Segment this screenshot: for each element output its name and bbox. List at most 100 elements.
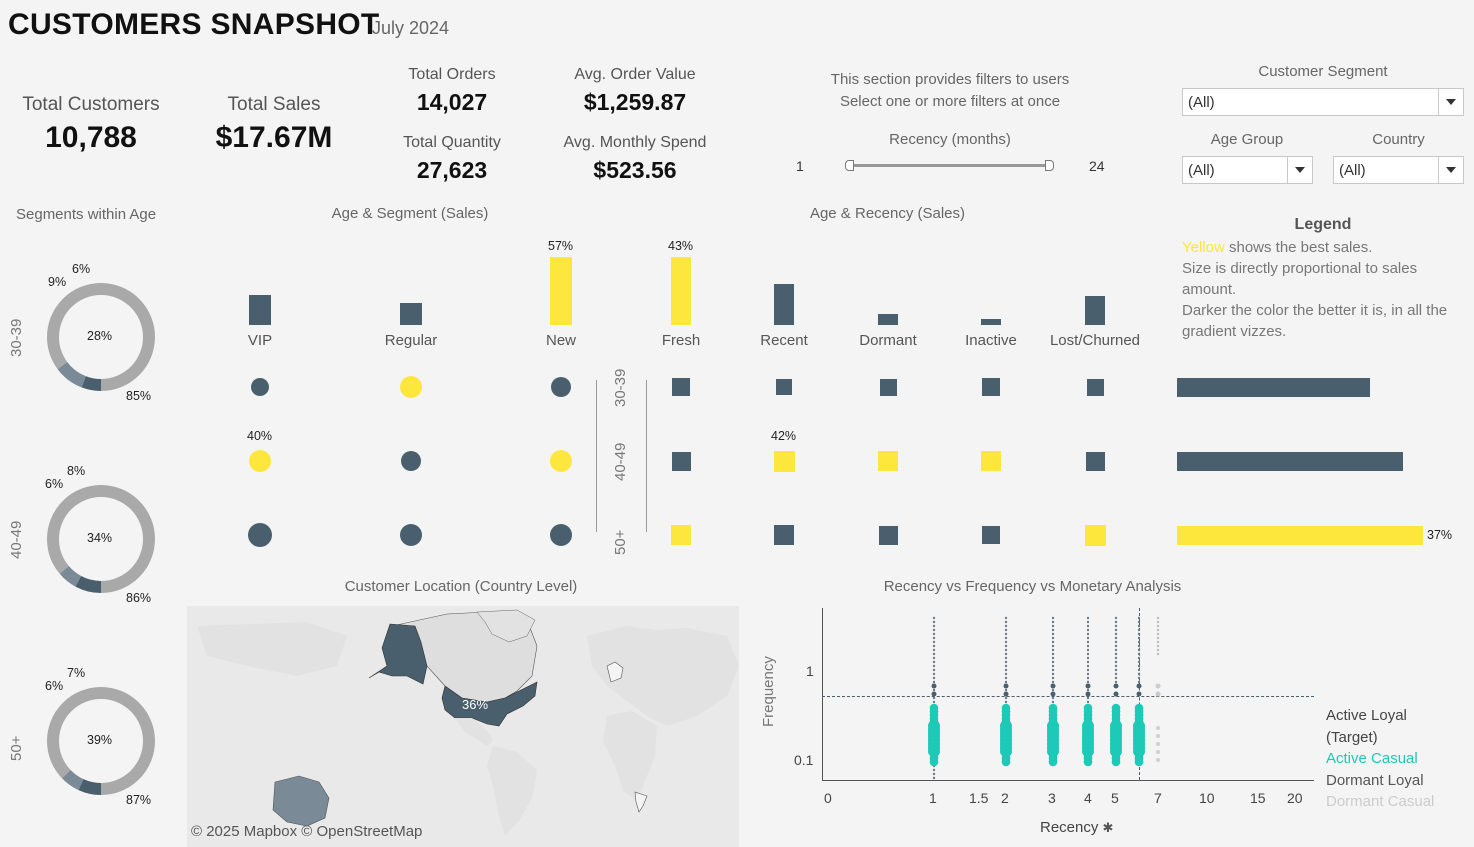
rfm-point[interactable]: [1051, 632, 1055, 636]
rfm-point[interactable]: [1137, 632, 1141, 636]
recency-slider-min-handle[interactable]: [845, 160, 854, 171]
rfm-point[interactable]: [1114, 672, 1118, 676]
segment-dot[interactable]: [249, 450, 271, 472]
rfm-point[interactable]: [1136, 691, 1142, 697]
rfm-point[interactable]: [1051, 656, 1055, 660]
rfm-point[interactable]: [932, 676, 936, 680]
rfm-point[interactable]: [932, 648, 936, 652]
rfm-point[interactable]: [932, 664, 936, 668]
rfm-point[interactable]: [1004, 632, 1008, 636]
rfm-point[interactable]: [1155, 691, 1161, 697]
segment-donut[interactable]: [41, 277, 161, 397]
rfm-point[interactable]: [1086, 648, 1090, 652]
rfm-point[interactable]: [1004, 624, 1008, 628]
rfm-point[interactable]: [1137, 636, 1141, 640]
rfm-point[interactable]: [1051, 616, 1055, 620]
rfm-point[interactable]: [1051, 620, 1055, 624]
rfm-point[interactable]: [1004, 700, 1008, 704]
rfm-point[interactable]: [1111, 757, 1121, 767]
rfm-point[interactable]: [1156, 726, 1160, 730]
rfm-point[interactable]: [1086, 668, 1090, 672]
rfm-point[interactable]: [1004, 648, 1008, 652]
rfm-point[interactable]: [1004, 640, 1008, 644]
rfm-point[interactable]: [1137, 648, 1141, 652]
rfm-point[interactable]: [1136, 683, 1142, 689]
rfm-point[interactable]: [1004, 644, 1008, 648]
rfm-point[interactable]: [1137, 664, 1141, 668]
rfm-point[interactable]: [1137, 616, 1141, 620]
rfm-point[interactable]: [932, 624, 936, 628]
rfm-point[interactable]: [1004, 680, 1008, 684]
rfm-point[interactable]: [932, 688, 936, 692]
rfm-scatter[interactable]: [822, 608, 1314, 780]
rfm-point[interactable]: [1114, 644, 1118, 648]
rfm-point[interactable]: [1113, 683, 1119, 689]
rfm-point[interactable]: [1134, 757, 1144, 767]
rfm-point[interactable]: [1114, 676, 1118, 680]
recency-bar[interactable]: [774, 284, 794, 325]
rfm-point[interactable]: [931, 683, 937, 689]
rfm-point[interactable]: [931, 691, 937, 697]
recency-square[interactable]: [773, 450, 795, 472]
rfm-point[interactable]: [929, 757, 939, 767]
segment-bar[interactable]: [550, 257, 572, 325]
segment-donut[interactable]: [41, 681, 161, 801]
rfm-point[interactable]: [1004, 668, 1008, 672]
rfm-point[interactable]: [1050, 683, 1056, 689]
rfm-point[interactable]: [1156, 632, 1160, 636]
rfm-point[interactable]: [1114, 640, 1118, 644]
rfm-point[interactable]: [1156, 742, 1160, 746]
country-dropdown[interactable]: (All): [1333, 156, 1464, 184]
segment-bar[interactable]: [249, 295, 271, 325]
rfm-point[interactable]: [1137, 680, 1141, 684]
rfm-point[interactable]: [1137, 668, 1141, 672]
rfm-point[interactable]: [1156, 640, 1160, 644]
rfm-point[interactable]: [1086, 700, 1090, 704]
rfm-point[interactable]: [932, 700, 936, 704]
rfm-point[interactable]: [1086, 640, 1090, 644]
rfm-point[interactable]: [1137, 676, 1141, 680]
rfm-point[interactable]: [1137, 672, 1141, 676]
rfm-point[interactable]: [1156, 652, 1160, 656]
rfm-point[interactable]: [1114, 656, 1118, 660]
rfm-point[interactable]: [1051, 664, 1055, 668]
age-total-bar[interactable]: [1177, 378, 1370, 397]
donut-slice[interactable]: [47, 687, 155, 795]
country-map[interactable]: 36% © 2025 Mapbox © OpenStreetMap: [187, 606, 739, 847]
rfm-point[interactable]: [932, 656, 936, 660]
segment-dot[interactable]: [551, 377, 571, 397]
rfm-point[interactable]: [1086, 676, 1090, 680]
rfm-point[interactable]: [932, 616, 936, 620]
segment-dot[interactable]: [400, 376, 422, 398]
rfm-point[interactable]: [1085, 691, 1091, 697]
rfm-point[interactable]: [1050, 691, 1056, 697]
recency-square[interactable]: [672, 378, 690, 396]
rfm-point[interactable]: [1004, 672, 1008, 676]
recency-slider-max-handle[interactable]: [1045, 160, 1054, 171]
rfm-point[interactable]: [1004, 664, 1008, 668]
rfm-point[interactable]: [1114, 660, 1118, 664]
rfm-point[interactable]: [1051, 648, 1055, 652]
segment-dot[interactable]: [251, 378, 269, 396]
recency-bar[interactable]: [878, 314, 898, 325]
rfm-point[interactable]: [1051, 636, 1055, 640]
donut-slice[interactable]: [47, 283, 155, 391]
rfm-point[interactable]: [932, 652, 936, 656]
rfm-point[interactable]: [1086, 656, 1090, 660]
rfm-point[interactable]: [1156, 624, 1160, 628]
rfm-point[interactable]: [1114, 616, 1118, 620]
segment-dot[interactable]: [248, 523, 272, 547]
rfm-point[interactable]: [1051, 672, 1055, 676]
recency-square[interactable]: [671, 451, 691, 471]
rfm-point[interactable]: [1114, 680, 1118, 684]
rfm-point[interactable]: [1086, 620, 1090, 624]
age-total-bar[interactable]: [1177, 452, 1404, 471]
recency-square[interactable]: [774, 525, 794, 545]
rfm-point[interactable]: [1156, 758, 1160, 762]
rfm-point[interactable]: [1004, 688, 1008, 692]
rfm-point[interactable]: [1156, 628, 1160, 632]
rfm-point[interactable]: [1086, 616, 1090, 620]
recency-bar[interactable]: [1085, 296, 1105, 325]
rfm-point[interactable]: [1137, 620, 1141, 624]
recency-square[interactable]: [1084, 524, 1106, 546]
